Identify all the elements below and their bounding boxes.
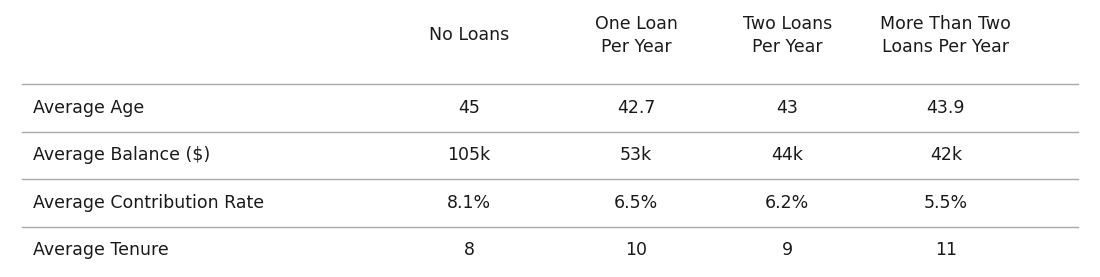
Text: 6.2%: 6.2% bbox=[764, 194, 810, 212]
Text: Two Loans
Per Year: Two Loans Per Year bbox=[742, 15, 832, 56]
Text: 9: 9 bbox=[782, 242, 793, 260]
Text: Average Contribution Rate: Average Contribution Rate bbox=[33, 194, 264, 212]
Text: 6.5%: 6.5% bbox=[614, 194, 659, 212]
Text: 11: 11 bbox=[935, 242, 957, 260]
Text: 105k: 105k bbox=[448, 147, 491, 165]
Text: 43: 43 bbox=[777, 99, 799, 117]
Text: No Loans: No Loans bbox=[429, 26, 509, 44]
Text: 8: 8 bbox=[464, 242, 475, 260]
Text: 42.7: 42.7 bbox=[617, 99, 656, 117]
Text: 42k: 42k bbox=[930, 147, 961, 165]
Text: More Than Two
Loans Per Year: More Than Two Loans Per Year bbox=[880, 15, 1011, 56]
Text: 10: 10 bbox=[625, 242, 647, 260]
Text: 5.5%: 5.5% bbox=[924, 194, 968, 212]
Text: 45: 45 bbox=[459, 99, 480, 117]
Text: 44k: 44k bbox=[771, 147, 803, 165]
Text: 8.1%: 8.1% bbox=[447, 194, 492, 212]
Text: Average Balance ($): Average Balance ($) bbox=[33, 147, 210, 165]
Text: Average Age: Average Age bbox=[33, 99, 144, 117]
Text: 43.9: 43.9 bbox=[926, 99, 965, 117]
Text: 53k: 53k bbox=[620, 147, 652, 165]
Text: Average Tenure: Average Tenure bbox=[33, 242, 168, 260]
Text: One Loan
Per Year: One Loan Per Year bbox=[595, 15, 678, 56]
